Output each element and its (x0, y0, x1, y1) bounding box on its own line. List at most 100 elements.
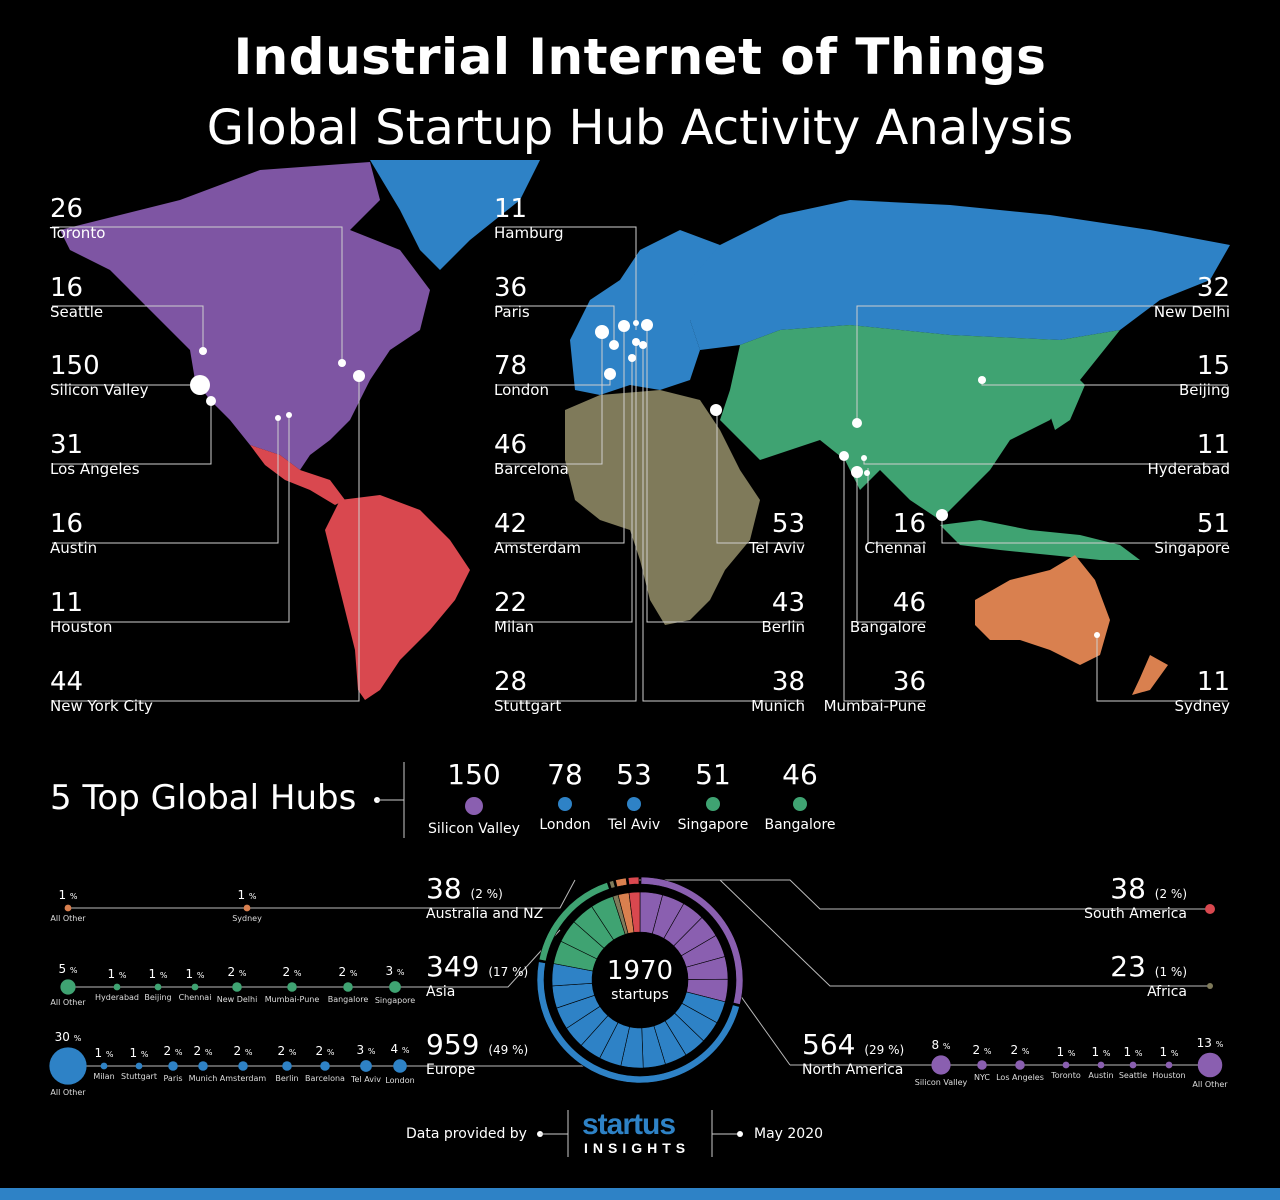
breakdown-pct: 1 % (185, 966, 205, 981)
top-hub-value: 150 (447, 758, 501, 791)
breakdown-label: Los Angeles (996, 1072, 1044, 1082)
breakdown-label: Toronto (1051, 1071, 1081, 1081)
donut-asia-ring (538, 881, 610, 962)
breakdown-dot (1097, 1061, 1105, 1069)
breakdown-dot (1062, 1061, 1070, 1069)
region-value: 349 (17 %) (426, 950, 529, 983)
breakdown-label: Munich (188, 1073, 218, 1083)
breakdown-pct: 1 % (1091, 1044, 1111, 1059)
hub-value: 26 (50, 194, 84, 224)
new-zealand (1132, 655, 1168, 695)
breakdown-label: Amsterdam (219, 1073, 267, 1083)
hub-chennai: 16 Chennai (864, 509, 926, 557)
australia (975, 555, 1110, 665)
hub-value: 53 (771, 509, 805, 539)
hub-label: Paris (494, 303, 530, 321)
breakdown-label: Seattle (1118, 1071, 1148, 1081)
hub-label: Toronto (50, 224, 106, 242)
hub-value: 51 (1196, 509, 1230, 539)
south-america-dot (1205, 904, 1215, 914)
region-label: Australia and NZ (426, 906, 544, 922)
breakdown-pct: 2 % (227, 965, 247, 980)
top-hub-item: 51 Singapore (653, 758, 773, 833)
breakdown-label: All Other (50, 1087, 86, 1097)
north-america (60, 162, 430, 470)
hub-munich: 38 Munich (751, 667, 805, 715)
breakdown-dot (232, 982, 242, 992)
top-hub-value: 51 (695, 758, 731, 791)
hub-value: 32 (1196, 273, 1230, 303)
hub-hamburg: 11 Hamburg (494, 194, 564, 242)
donut-hole (593, 933, 687, 1027)
donut-australia-ring (615, 877, 628, 888)
hub-label: Berlin (761, 618, 805, 636)
breakdown-pct: 4 % (390, 1042, 410, 1057)
breakdown-pct: 1 % (1123, 1044, 1143, 1059)
top-hub-dot (627, 797, 641, 811)
europe (570, 230, 720, 395)
breakdown-dot (154, 983, 162, 991)
hub-value: 43 (771, 588, 805, 618)
greenland (370, 160, 540, 270)
breakdown-label: Tel Aviv (351, 1074, 381, 1084)
breakdown-label: Stuttgart (121, 1072, 157, 1082)
hub-label: London (494, 381, 549, 399)
se-asia-islands (940, 520, 1140, 560)
breakdown-label: Silicon Valley (914, 1077, 968, 1087)
breakdown-pct: 8 % (931, 1038, 951, 1053)
hub-label: Seattle (50, 303, 104, 321)
hub-value: 16 (50, 509, 84, 539)
hub-value: 31 (50, 430, 84, 460)
hub-label: New York City (50, 697, 153, 715)
hub-label: Beijing (1178, 381, 1230, 399)
breakdown-pct: 2 % (233, 1044, 253, 1059)
hub-value: 28 (494, 667, 528, 697)
hub-toronto: 26 Toronto (50, 194, 105, 242)
breakdown-label: All Other (50, 997, 86, 1007)
hub-dots (190, 319, 1100, 638)
region-value: 38 (2 %) (1110, 872, 1187, 905)
breakdown-pct: 3 % (385, 964, 405, 979)
region-label: Africa (1147, 984, 1187, 1000)
hub-value: 22 (494, 588, 528, 618)
hub-label: Munich (751, 697, 805, 715)
region-label: Asia (426, 984, 456, 1000)
breakdown-dot (113, 983, 121, 991)
donut-europe-ring (536, 961, 740, 1084)
breakdown-dot (343, 982, 353, 992)
hub-value: 44 (50, 667, 84, 697)
breakdown-dot (135, 1062, 143, 1070)
breakdown-label: All Other (50, 914, 86, 924)
startus-logo: startus (582, 1108, 676, 1141)
insights-logo-text: INSIGHTS (584, 1140, 691, 1156)
page-subtitle: Global Startup Hub Activity Analysis (206, 100, 1074, 156)
breakdown-label: Bangalore (327, 994, 369, 1004)
breakdown-pct: 2 % (282, 965, 302, 980)
breakdown-dot (100, 1062, 108, 1070)
hub-label: Stuttgart (494, 697, 562, 715)
hub-tel-aviv: 53 Tel Aviv (749, 509, 805, 557)
breakdown-dot (64, 904, 72, 912)
hub-paris: 36 Paris (494, 273, 530, 321)
top-hub-item: 46 Bangalore (740, 758, 860, 833)
hub-value: 38 (771, 667, 805, 697)
hub-label: Milan (494, 618, 534, 636)
hub-label: Austin (50, 539, 98, 557)
breakdown-dot (243, 904, 251, 912)
top-hub-value: 78 (547, 758, 583, 791)
breakdown-pct: 1 % (237, 887, 257, 902)
footer-date: May 2020 (754, 1126, 824, 1142)
top-hub-label: Singapore (677, 817, 749, 833)
hub-label: Chennai (864, 539, 926, 557)
hub-silicon-valley: 150 Silicon Valley (50, 351, 148, 399)
breakdown-pct: 5 % (58, 962, 78, 977)
hub-sydney: 11 Sydney (1174, 667, 1230, 715)
africa-dot (1207, 983, 1213, 989)
breakdown-label: Milan (93, 1072, 115, 1082)
hub-label: Tel Aviv (748, 539, 805, 557)
region-label: Europe (426, 1062, 476, 1078)
donut-north-america-ring (640, 876, 744, 1005)
hub-value: 36 (494, 273, 528, 303)
breakdown-dot (60, 979, 76, 995)
